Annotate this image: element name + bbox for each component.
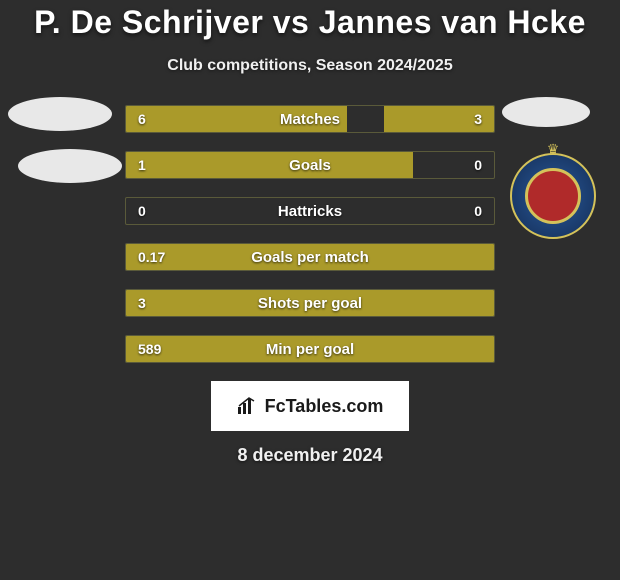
stat-row: 0.17Goals per match: [125, 243, 495, 271]
stat-row: 3Shots per goal: [125, 289, 495, 317]
stat-bars: 6Matches31Goals00Hattricks00.17Goals per…: [125, 105, 495, 363]
stat-row: 1Goals0: [125, 151, 495, 179]
stat-label: Min per goal: [126, 336, 494, 362]
stat-value-right: 0: [474, 152, 482, 178]
stat-label: Goals: [126, 152, 494, 178]
crown-icon: ♛: [547, 141, 560, 158]
footer-date: 8 december 2024: [0, 445, 620, 466]
stat-value-right: 0: [474, 198, 482, 224]
stat-value-right: 3: [474, 106, 482, 132]
brand-logo[interactable]: FcTables.com: [211, 381, 409, 431]
stat-label: Matches: [126, 106, 494, 132]
stat-label: Shots per goal: [126, 290, 494, 316]
brand-text: FcTables.com: [265, 396, 384, 417]
stat-label: Hattricks: [126, 198, 494, 224]
stat-row: 0Hattricks0: [125, 197, 495, 225]
stat-row: 6Matches3: [125, 105, 495, 133]
subtitle: Club competitions, Season 2024/2025: [0, 57, 620, 75]
club-badge-right: ♛: [510, 153, 596, 239]
player-left-avatar-1: [8, 97, 112, 131]
comparison-card: P. De Schrijver vs Jannes van Hcke Club …: [0, 0, 620, 580]
badge-inner-icon: [525, 168, 581, 224]
stat-label: Goals per match: [126, 244, 494, 270]
player-left-avatar-2: [18, 149, 122, 183]
stat-row: 589Min per goal: [125, 335, 495, 363]
content-area: ♛ 6Matches31Goals00Hattricks00.17Goals p…: [0, 105, 620, 466]
player-right-avatar-1: [502, 97, 590, 127]
chart-icon: [237, 397, 259, 415]
page-title: P. De Schrijver vs Jannes van Hcke: [0, 4, 620, 41]
